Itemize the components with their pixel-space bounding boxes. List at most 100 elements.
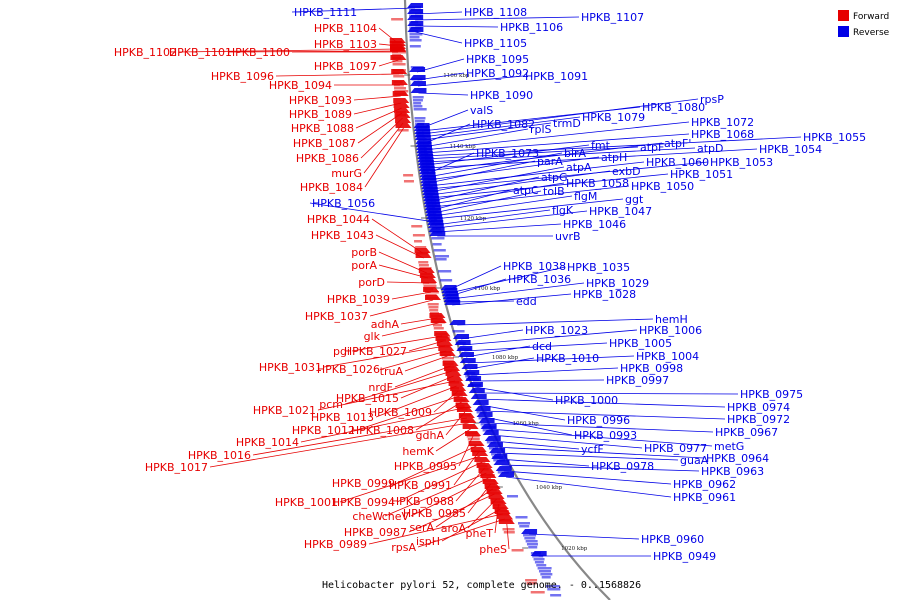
gene-label[interactable]: HPKB_1101	[169, 46, 232, 59]
gene-label[interactable]: atpD	[697, 142, 724, 155]
gene-label[interactable]: HPKB_1050	[631, 180, 694, 193]
gene-feature[interactable]	[447, 376, 463, 381]
gene-label[interactable]: HPKB_1015	[336, 392, 399, 405]
gene-label[interactable]: HPKB_1001	[275, 496, 338, 509]
gene-label[interactable]: HPKB_0978	[591, 460, 654, 473]
gene-label[interactable]: HPKB_1021	[253, 404, 316, 417]
gene-label[interactable]: gdhA	[416, 429, 445, 442]
gene-label[interactable]: parA	[537, 155, 563, 168]
gene-label[interactable]: HPKB_1044	[307, 213, 370, 226]
gene-label[interactable]: HPKB_0961	[673, 491, 736, 504]
gene-label[interactable]: HPKB_0991	[389, 479, 452, 492]
gene-label[interactable]: HPKB_1014	[236, 436, 299, 449]
gene-label[interactable]: tolB	[543, 185, 565, 198]
gene-label[interactable]: porA	[351, 259, 377, 272]
gene-label[interactable]: HPKB_0972	[727, 413, 790, 426]
gene-label[interactable]: HPKB_1013	[311, 411, 374, 424]
gene-label[interactable]: HPKB_1097	[314, 60, 377, 73]
gene-label[interactable]: HPKB_1039	[327, 293, 390, 306]
gene-label[interactable]: HPKB_1047	[589, 205, 652, 218]
gene-label[interactable]: trmD	[553, 117, 581, 130]
gene-label[interactable]: HPKB_1012	[292, 424, 355, 437]
gene-label[interactable]: HPKB_1102	[114, 46, 177, 59]
gene-label[interactable]: aroA	[441, 522, 467, 535]
gene-label[interactable]: atpF'	[664, 137, 691, 150]
gene-feature[interactable]	[394, 103, 410, 108]
gene-label[interactable]: atpC	[513, 184, 539, 197]
gene-label[interactable]: truA	[380, 365, 404, 378]
gene-label[interactable]: HPKB_1080	[642, 101, 705, 114]
gene-label[interactable]: HPKB_1090	[470, 89, 533, 102]
gene-feature[interactable]	[393, 98, 409, 103]
gene-feature[interactable]	[521, 529, 537, 534]
gene-label[interactable]: HPKB_1035	[567, 261, 630, 274]
gene-label[interactable]: pheS	[479, 543, 507, 556]
gene-label[interactable]: HPKB_1104	[314, 22, 377, 35]
gene-label[interactable]: pheT	[466, 527, 494, 540]
gene-label[interactable]: murG	[331, 167, 362, 180]
gene-label[interactable]: HPKB_1054	[759, 143, 822, 156]
gene-label[interactable]: HPKB_1079	[582, 111, 645, 124]
gene-label[interactable]: hemK	[402, 445, 434, 458]
gene-label[interactable]: HPKB_0996	[567, 414, 630, 427]
gene-label[interactable]: HPKB_1027	[344, 345, 407, 358]
gene-label[interactable]: edd	[516, 295, 537, 308]
gene-label[interactable]: HPKB_1091	[525, 70, 588, 83]
gene-label[interactable]: HPKB_1084	[300, 181, 363, 194]
gene-label[interactable]: HPKB_1056	[312, 197, 375, 210]
gene-label[interactable]: porB	[351, 246, 377, 259]
gene-label[interactable]: rpsA	[391, 541, 416, 554]
gene-label[interactable]: HPKB_1017	[145, 461, 208, 474]
gene-label[interactable]: HPKB_1068	[691, 128, 754, 141]
gene-label[interactable]: flgM	[574, 190, 597, 203]
gene-feature[interactable]	[485, 436, 501, 441]
gene-label[interactable]: HPKB_1005	[609, 337, 672, 350]
gene-label[interactable]: rpsP	[700, 93, 724, 106]
gene-label[interactable]: atpA	[566, 161, 592, 174]
gene-label[interactable]: HPKB_1010	[536, 352, 599, 365]
gene-label[interactable]: HPKB_1111	[294, 6, 357, 19]
gene-label[interactable]: HPKB_1073	[476, 147, 539, 160]
gene-label[interactable]: HPKB_1092	[466, 67, 529, 80]
gene-feature[interactable]	[473, 400, 489, 405]
gene-feature[interactable]	[410, 88, 426, 93]
gene-label[interactable]: HPKB_1082	[472, 118, 535, 131]
gene-label[interactable]: HPKB_0960	[641, 533, 704, 546]
gene-label[interactable]: HPKB_1108	[464, 6, 527, 19]
gene-label[interactable]: HPKB_1008	[351, 424, 414, 437]
gene-label[interactable]: HPKB_1093	[289, 94, 352, 107]
gene-feature[interactable]	[396, 123, 412, 128]
gene-label[interactable]: HPKB_1009	[369, 406, 432, 419]
gene-label[interactable]: HPKB_0964	[706, 452, 769, 465]
gene-label[interactable]: cheW	[352, 510, 383, 523]
gene-label[interactable]: HPKB_1000	[555, 394, 618, 407]
gene-feature[interactable]	[475, 406, 491, 411]
gene-label[interactable]: HPKB_1087	[293, 137, 356, 150]
gene-label[interactable]: HPKB_1043	[311, 229, 374, 242]
gene-label[interactable]: HPKB_0962	[673, 478, 736, 491]
gene-label[interactable]: HPKB_0993	[574, 429, 637, 442]
gene-feature[interactable]	[449, 320, 465, 325]
gene-label[interactable]: HPKB_0967	[715, 426, 778, 439]
gene-label[interactable]: HPKB_1006	[639, 324, 702, 337]
gene-feature[interactable]	[496, 466, 512, 471]
gene-label[interactable]: HPKB_0989	[304, 538, 367, 551]
gene-feature[interactable]	[469, 388, 485, 393]
gene-label[interactable]: HPKB_0997	[606, 374, 669, 387]
gene-label[interactable]: HPKB_1031	[259, 361, 322, 374]
gene-label[interactable]: HPKB_1038	[503, 260, 566, 273]
gene-label[interactable]: serA	[409, 521, 434, 534]
gene-label[interactable]: HPKB_1026	[317, 363, 380, 376]
gene-label[interactable]: HPKB_1095	[466, 53, 529, 66]
gene-label[interactable]: porD	[358, 276, 385, 289]
gene-label[interactable]: atpG	[541, 171, 568, 184]
gene-label[interactable]: HPKB_1023	[525, 324, 588, 337]
gene-label[interactable]: rplS	[530, 123, 552, 136]
gene-label[interactable]: HPKB_1105	[464, 37, 527, 50]
gene-label[interactable]: ispH	[416, 535, 440, 548]
gene-label[interactable]: valS	[470, 104, 493, 117]
gene-label[interactable]: atpF	[640, 141, 664, 154]
gene-label[interactable]: HPKB_1100	[227, 46, 290, 59]
gene-label[interactable]: atpH	[601, 151, 627, 164]
gene-label[interactable]: HPKB_1088	[291, 122, 354, 135]
